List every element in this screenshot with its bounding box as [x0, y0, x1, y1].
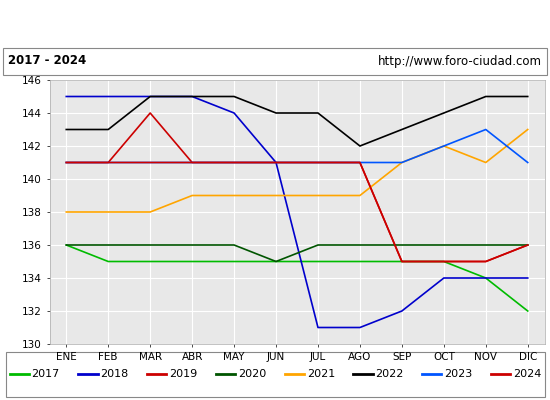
Text: 2017: 2017: [32, 369, 60, 379]
Text: 2021: 2021: [307, 369, 335, 379]
Text: 2019: 2019: [169, 369, 197, 379]
Text: http://www.foro-ciudad.com: http://www.foro-ciudad.com: [378, 54, 542, 68]
Text: 2018: 2018: [100, 369, 129, 379]
Text: 2020: 2020: [238, 369, 266, 379]
Text: Evolucion num de emigrantes en Villamontán de la Valduerna: Evolucion num de emigrantes en Villamont…: [60, 16, 490, 30]
Text: 2024: 2024: [513, 369, 541, 379]
Text: 2017 - 2024: 2017 - 2024: [8, 54, 86, 68]
Bar: [6, 352, 544, 398]
Text: 2023: 2023: [444, 369, 472, 379]
Text: 2022: 2022: [375, 369, 404, 379]
